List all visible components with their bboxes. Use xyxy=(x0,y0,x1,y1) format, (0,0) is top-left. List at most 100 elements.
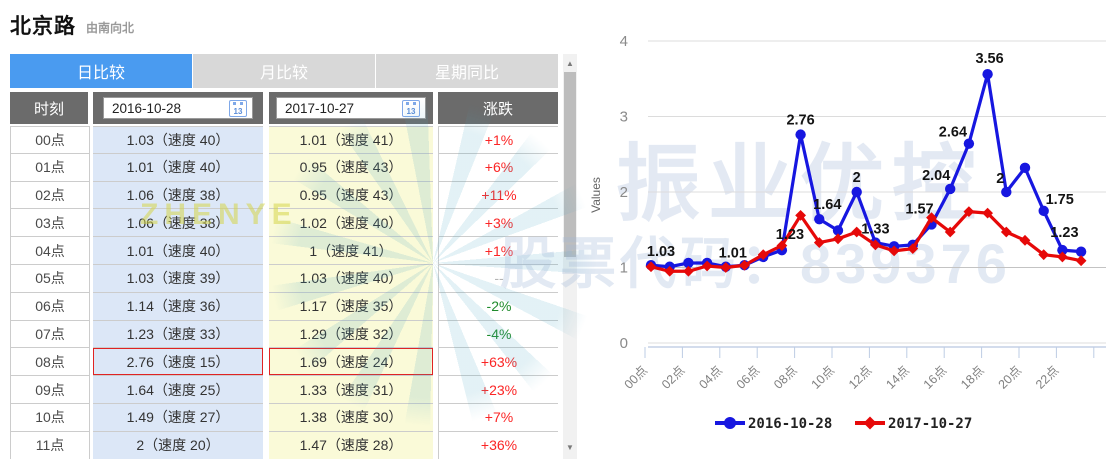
data-point[interactable] xyxy=(1019,162,1031,174)
x-axis-tick-label: 20点 xyxy=(996,363,1025,392)
legend-label[interactable]: 2017-10-27 xyxy=(888,416,972,432)
legend-marker-icon[interactable] xyxy=(724,417,736,429)
value-cell-date1: 1.06（速度 38） xyxy=(93,181,263,210)
legend-label[interactable]: 2016-10-28 xyxy=(748,416,832,432)
calendar-icon[interactable]: 13 xyxy=(402,99,420,117)
table-row: 04点 1.01（速度 40） 1（速度 41） +1% xyxy=(10,237,558,265)
value-cell-date2: 1.17（速度 35） xyxy=(269,292,433,321)
change-cell: +11% xyxy=(438,181,558,210)
data-point[interactable] xyxy=(982,207,993,219)
data-point[interactable] xyxy=(683,257,694,269)
change-cell: +23% xyxy=(438,376,558,404)
date-value-2: 2017-10-27 xyxy=(285,100,355,116)
change-cell: +1% xyxy=(438,237,558,265)
date-picker-1[interactable]: 2016-10-28 13 xyxy=(103,97,253,119)
y-axis-tick-label: 4 xyxy=(620,33,628,50)
tab-month-compare[interactable]: 月比较 xyxy=(193,54,375,88)
data-point[interactable] xyxy=(1075,246,1087,257)
data-point[interactable] xyxy=(1000,226,1012,238)
data-point[interactable] xyxy=(814,213,825,225)
value-cell-date1: 1.14（速度 36） xyxy=(93,292,263,321)
data-point[interactable] xyxy=(645,261,657,273)
point-value-label: 1.64 xyxy=(813,197,841,213)
data-point[interactable] xyxy=(739,259,750,271)
point-value-label: 1.03 xyxy=(647,244,675,260)
point-value-label: 2.76 xyxy=(786,113,814,129)
x-axis-tick-label: 14点 xyxy=(883,363,912,392)
table-row: 01点 1.01（速度 40） 0.95（速度 43） +6% xyxy=(10,153,558,182)
table-row: 11点 2（速度 20） 1.47（速度 28） +36% xyxy=(10,431,558,459)
x-axis-tick-label: 08点 xyxy=(771,363,800,392)
scrollbar-thumb[interactable] xyxy=(564,72,576,257)
point-value-label: 1.23 xyxy=(1050,225,1078,241)
value-cell-date1: 1.06（速度 38） xyxy=(93,209,263,238)
data-point[interactable] xyxy=(1001,186,1012,198)
column-header-time: 时刻 xyxy=(10,92,88,124)
data-point[interactable] xyxy=(888,245,900,257)
data-point[interactable] xyxy=(945,183,956,195)
data-point[interactable] xyxy=(963,206,975,218)
time-cell: 00点 xyxy=(10,126,90,154)
scroll-down-icon[interactable]: ▼ xyxy=(566,443,574,452)
data-point[interactable] xyxy=(1057,244,1068,256)
legend-marker-icon[interactable] xyxy=(863,416,877,430)
table-row: 03点 1.06（速度 38） 1.02（速度 40） +3% xyxy=(10,209,558,238)
change-cell: -2% xyxy=(438,292,558,321)
value-cell-date1: 1.03（速度 40） xyxy=(93,126,263,154)
data-point[interactable] xyxy=(720,262,732,273)
data-point[interactable] xyxy=(963,138,975,149)
data-point[interactable] xyxy=(1075,255,1087,267)
data-point[interactable] xyxy=(1038,205,1049,217)
data-point[interactable] xyxy=(851,186,862,198)
point-value-label: 1.75 xyxy=(1046,192,1074,208)
data-point[interactable] xyxy=(907,243,919,255)
x-axis-tick-label: 22点 xyxy=(1033,363,1062,392)
data-point[interactable] xyxy=(776,240,788,252)
data-point[interactable] xyxy=(795,129,806,140)
point-value-label: 2.04 xyxy=(922,168,950,184)
change-cell: +1% xyxy=(438,126,558,154)
calendar-icon[interactable]: 13 xyxy=(229,99,247,117)
time-cell: 07点 xyxy=(10,320,90,349)
data-point[interactable] xyxy=(926,212,937,224)
data-point[interactable] xyxy=(757,249,769,261)
value-cell-date2: 1.01（速度 41） xyxy=(269,126,433,154)
tab-day-compare[interactable]: 日比较 xyxy=(10,54,192,88)
y-axis-tick-label: 0 xyxy=(620,335,628,352)
table-row: 08点 2.76（速度 15） 1.69（速度 24） +63% xyxy=(10,348,558,377)
table-scrollbar[interactable]: ▲ ▼ xyxy=(563,54,577,459)
time-cell: 06点 xyxy=(10,292,90,321)
column-header-date1: 2016-10-28 13 xyxy=(93,92,263,124)
value-cell-date1: 2（速度 20） xyxy=(93,431,263,459)
data-point[interactable] xyxy=(944,226,956,238)
y-axis-title: Values xyxy=(589,177,603,213)
tab-week-compare[interactable]: 星期同比 xyxy=(376,54,558,88)
date-picker-2[interactable]: 2017-10-27 13 xyxy=(276,97,426,119)
data-point[interactable] xyxy=(982,69,993,80)
point-value-label: 1.33 xyxy=(861,222,889,238)
data-point[interactable] xyxy=(832,225,844,236)
table-row: 05点 1.03（速度 39） 1.03（速度 40） -- xyxy=(10,264,558,293)
data-point[interactable] xyxy=(832,233,844,245)
x-axis-tick-label: 06点 xyxy=(734,363,763,392)
value-cell-date1: 1.64（速度 25） xyxy=(93,376,263,404)
table-row: 09点 1.64（速度 25） 1.33（速度 31） +23% xyxy=(10,376,558,404)
table-body: 00点 1.03（速度 40） 1.01（速度 41） +1% 01点 1.01（速度 4… xyxy=(10,126,558,459)
direction-subtitle: 由南向北 xyxy=(86,20,135,35)
data-point[interactable] xyxy=(795,210,806,221)
x-axis-tick-label: 16点 xyxy=(921,363,950,392)
x-axis-tick-label: 18点 xyxy=(958,363,987,392)
data-point[interactable] xyxy=(701,260,713,272)
point-value-label: 2.64 xyxy=(939,125,967,141)
data-point[interactable] xyxy=(813,237,825,248)
data-point[interactable] xyxy=(664,265,676,277)
data-point[interactable] xyxy=(851,226,863,238)
value-cell-date2: 1.29（速度 32） xyxy=(269,320,433,349)
data-point[interactable] xyxy=(870,239,881,251)
scroll-up-icon[interactable]: ▲ xyxy=(566,59,574,68)
data-point[interactable] xyxy=(683,265,694,277)
data-point[interactable] xyxy=(1019,234,1031,246)
value-cell-date1: 1.03（速度 39） xyxy=(93,264,263,293)
table-row: 06点 1.14（速度 36） 1.17（速度 35） -2% xyxy=(10,292,558,321)
change-cell: +7% xyxy=(438,403,558,432)
